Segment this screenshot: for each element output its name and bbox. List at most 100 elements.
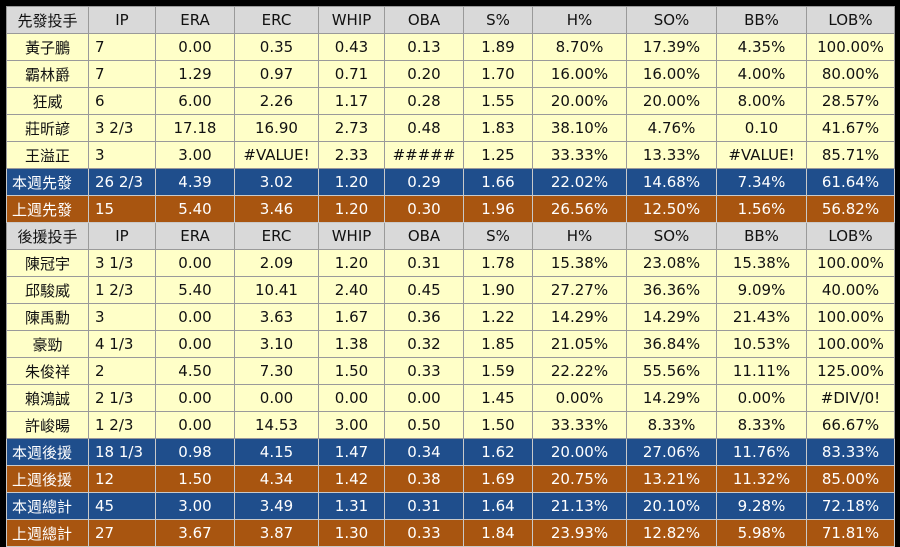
stat-erc[interactable]: 14.53	[234, 411, 319, 439]
column-header-whip[interactable]: WHIP	[318, 6, 385, 34]
stat-era[interactable]: 0.00	[155, 33, 235, 61]
total-lob[interactable]: 61.64%	[806, 168, 895, 196]
stat-erc[interactable]: 7.30	[234, 357, 319, 385]
stat-era[interactable]: 6.00	[155, 87, 235, 115]
stat-s[interactable]: 1.22	[463, 303, 533, 331]
total-lob[interactable]: 72.18%	[806, 492, 895, 520]
stat-bb[interactable]: 21.43%	[716, 303, 807, 331]
stat-oba[interactable]: 0.50	[384, 411, 464, 439]
stat-whip[interactable]: 0.71	[318, 60, 385, 88]
total-h[interactable]: 26.56%	[532, 195, 627, 223]
stat-so[interactable]: 14.29%	[626, 384, 717, 412]
total-era[interactable]: 4.39	[155, 168, 235, 196]
player-name[interactable]: 狂威	[6, 87, 89, 115]
total-s[interactable]: 1.69	[463, 465, 533, 493]
total-whip[interactable]: 1.20	[318, 195, 385, 223]
total-s[interactable]: 1.66	[463, 168, 533, 196]
total-label[interactable]: 上週先發	[6, 195, 89, 223]
total-label[interactable]: 本週先發	[6, 168, 89, 196]
total-whip[interactable]: 1.47	[318, 438, 385, 466]
stat-erc[interactable]: 10.41	[234, 276, 319, 304]
stat-era[interactable]: 17.18	[155, 114, 235, 142]
total-h[interactable]: 22.02%	[532, 168, 627, 196]
stat-whip[interactable]: 0.43	[318, 33, 385, 61]
total-h[interactable]: 21.13%	[532, 492, 627, 520]
stat-erc[interactable]: 16.90	[234, 114, 319, 142]
stat-erc[interactable]: 0.35	[234, 33, 319, 61]
column-header-h[interactable]: H%	[532, 6, 627, 34]
total-s[interactable]: 1.96	[463, 195, 533, 223]
total-oba[interactable]: 0.33	[384, 519, 464, 547]
stat-ip[interactable]: 2 1/3	[88, 384, 156, 412]
stat-bb[interactable]: 10.53%	[716, 330, 807, 358]
total-oba[interactable]: 0.31	[384, 492, 464, 520]
stat-era[interactable]: 0.00	[155, 249, 235, 277]
total-oba[interactable]: 0.34	[384, 438, 464, 466]
total-bb[interactable]: 9.28%	[716, 492, 807, 520]
total-bb[interactable]: 1.56%	[716, 195, 807, 223]
stat-so[interactable]: 14.29%	[626, 303, 717, 331]
total-whip[interactable]: 1.31	[318, 492, 385, 520]
stat-era[interactable]: 0.00	[155, 384, 235, 412]
stat-lob[interactable]: 85.71%	[806, 141, 895, 169]
total-erc[interactable]: 3.87	[234, 519, 319, 547]
column-header-oba[interactable]: OBA	[384, 222, 464, 250]
stat-h[interactable]: 22.22%	[532, 357, 627, 385]
player-name[interactable]: 黃子鵬	[6, 33, 89, 61]
stat-era[interactable]: 1.29	[155, 60, 235, 88]
stat-whip[interactable]: 1.17	[318, 87, 385, 115]
stat-ip[interactable]: 7	[88, 60, 156, 88]
stat-erc[interactable]: 2.09	[234, 249, 319, 277]
stat-erc[interactable]: 3.63	[234, 303, 319, 331]
total-erc[interactable]: 4.15	[234, 438, 319, 466]
stat-lob[interactable]: 100.00%	[806, 33, 895, 61]
stat-whip[interactable]: 3.00	[318, 411, 385, 439]
total-so[interactable]: 12.82%	[626, 519, 717, 547]
total-era[interactable]: 5.40	[155, 195, 235, 223]
stat-lob[interactable]: 80.00%	[806, 60, 895, 88]
total-whip[interactable]: 1.42	[318, 465, 385, 493]
stat-bb[interactable]: 15.38%	[716, 249, 807, 277]
column-header-era[interactable]: ERA	[155, 6, 235, 34]
stat-bb[interactable]: 8.33%	[716, 411, 807, 439]
stat-lob[interactable]: 40.00%	[806, 276, 895, 304]
total-erc[interactable]: 3.02	[234, 168, 319, 196]
total-label[interactable]: 上週總計	[6, 519, 89, 547]
stat-era[interactable]: 5.40	[155, 276, 235, 304]
section-title[interactable]: 先發投手	[6, 6, 89, 34]
stat-oba[interactable]: #####	[384, 141, 464, 169]
stat-so[interactable]: 8.33%	[626, 411, 717, 439]
total-era[interactable]: 3.67	[155, 519, 235, 547]
stat-whip[interactable]: 1.67	[318, 303, 385, 331]
stat-so[interactable]: 4.76%	[626, 114, 717, 142]
stat-bb[interactable]: 0.10	[716, 114, 807, 142]
stat-ip[interactable]: 6	[88, 87, 156, 115]
stat-so[interactable]: 16.00%	[626, 60, 717, 88]
column-header-bb[interactable]: BB%	[716, 6, 807, 34]
stat-erc[interactable]: 2.26	[234, 87, 319, 115]
total-ip[interactable]: 27	[88, 519, 156, 547]
total-bb[interactable]: 5.98%	[716, 519, 807, 547]
stat-lob[interactable]: 41.67%	[806, 114, 895, 142]
stat-ip[interactable]: 3 2/3	[88, 114, 156, 142]
section-title[interactable]: 後援投手	[6, 222, 89, 250]
column-header-ip[interactable]: IP	[88, 6, 156, 34]
stat-ip[interactable]: 1 2/3	[88, 411, 156, 439]
stat-ip[interactable]: 2	[88, 357, 156, 385]
total-oba[interactable]: 0.30	[384, 195, 464, 223]
stat-oba[interactable]: 0.00	[384, 384, 464, 412]
column-header-bb[interactable]: BB%	[716, 222, 807, 250]
stat-h[interactable]: 33.33%	[532, 411, 627, 439]
stat-h[interactable]: 38.10%	[532, 114, 627, 142]
stat-era[interactable]: 3.00	[155, 141, 235, 169]
stat-ip[interactable]: 4 1/3	[88, 330, 156, 358]
total-s[interactable]: 1.62	[463, 438, 533, 466]
stat-erc[interactable]: #VALUE!	[234, 141, 319, 169]
column-header-whip[interactable]: WHIP	[318, 222, 385, 250]
column-header-h[interactable]: H%	[532, 222, 627, 250]
stat-s[interactable]: 1.55	[463, 87, 533, 115]
total-ip[interactable]: 15	[88, 195, 156, 223]
player-name[interactable]: 莊昕諺	[6, 114, 89, 142]
stat-so[interactable]: 55.56%	[626, 357, 717, 385]
total-ip[interactable]: 12	[88, 465, 156, 493]
